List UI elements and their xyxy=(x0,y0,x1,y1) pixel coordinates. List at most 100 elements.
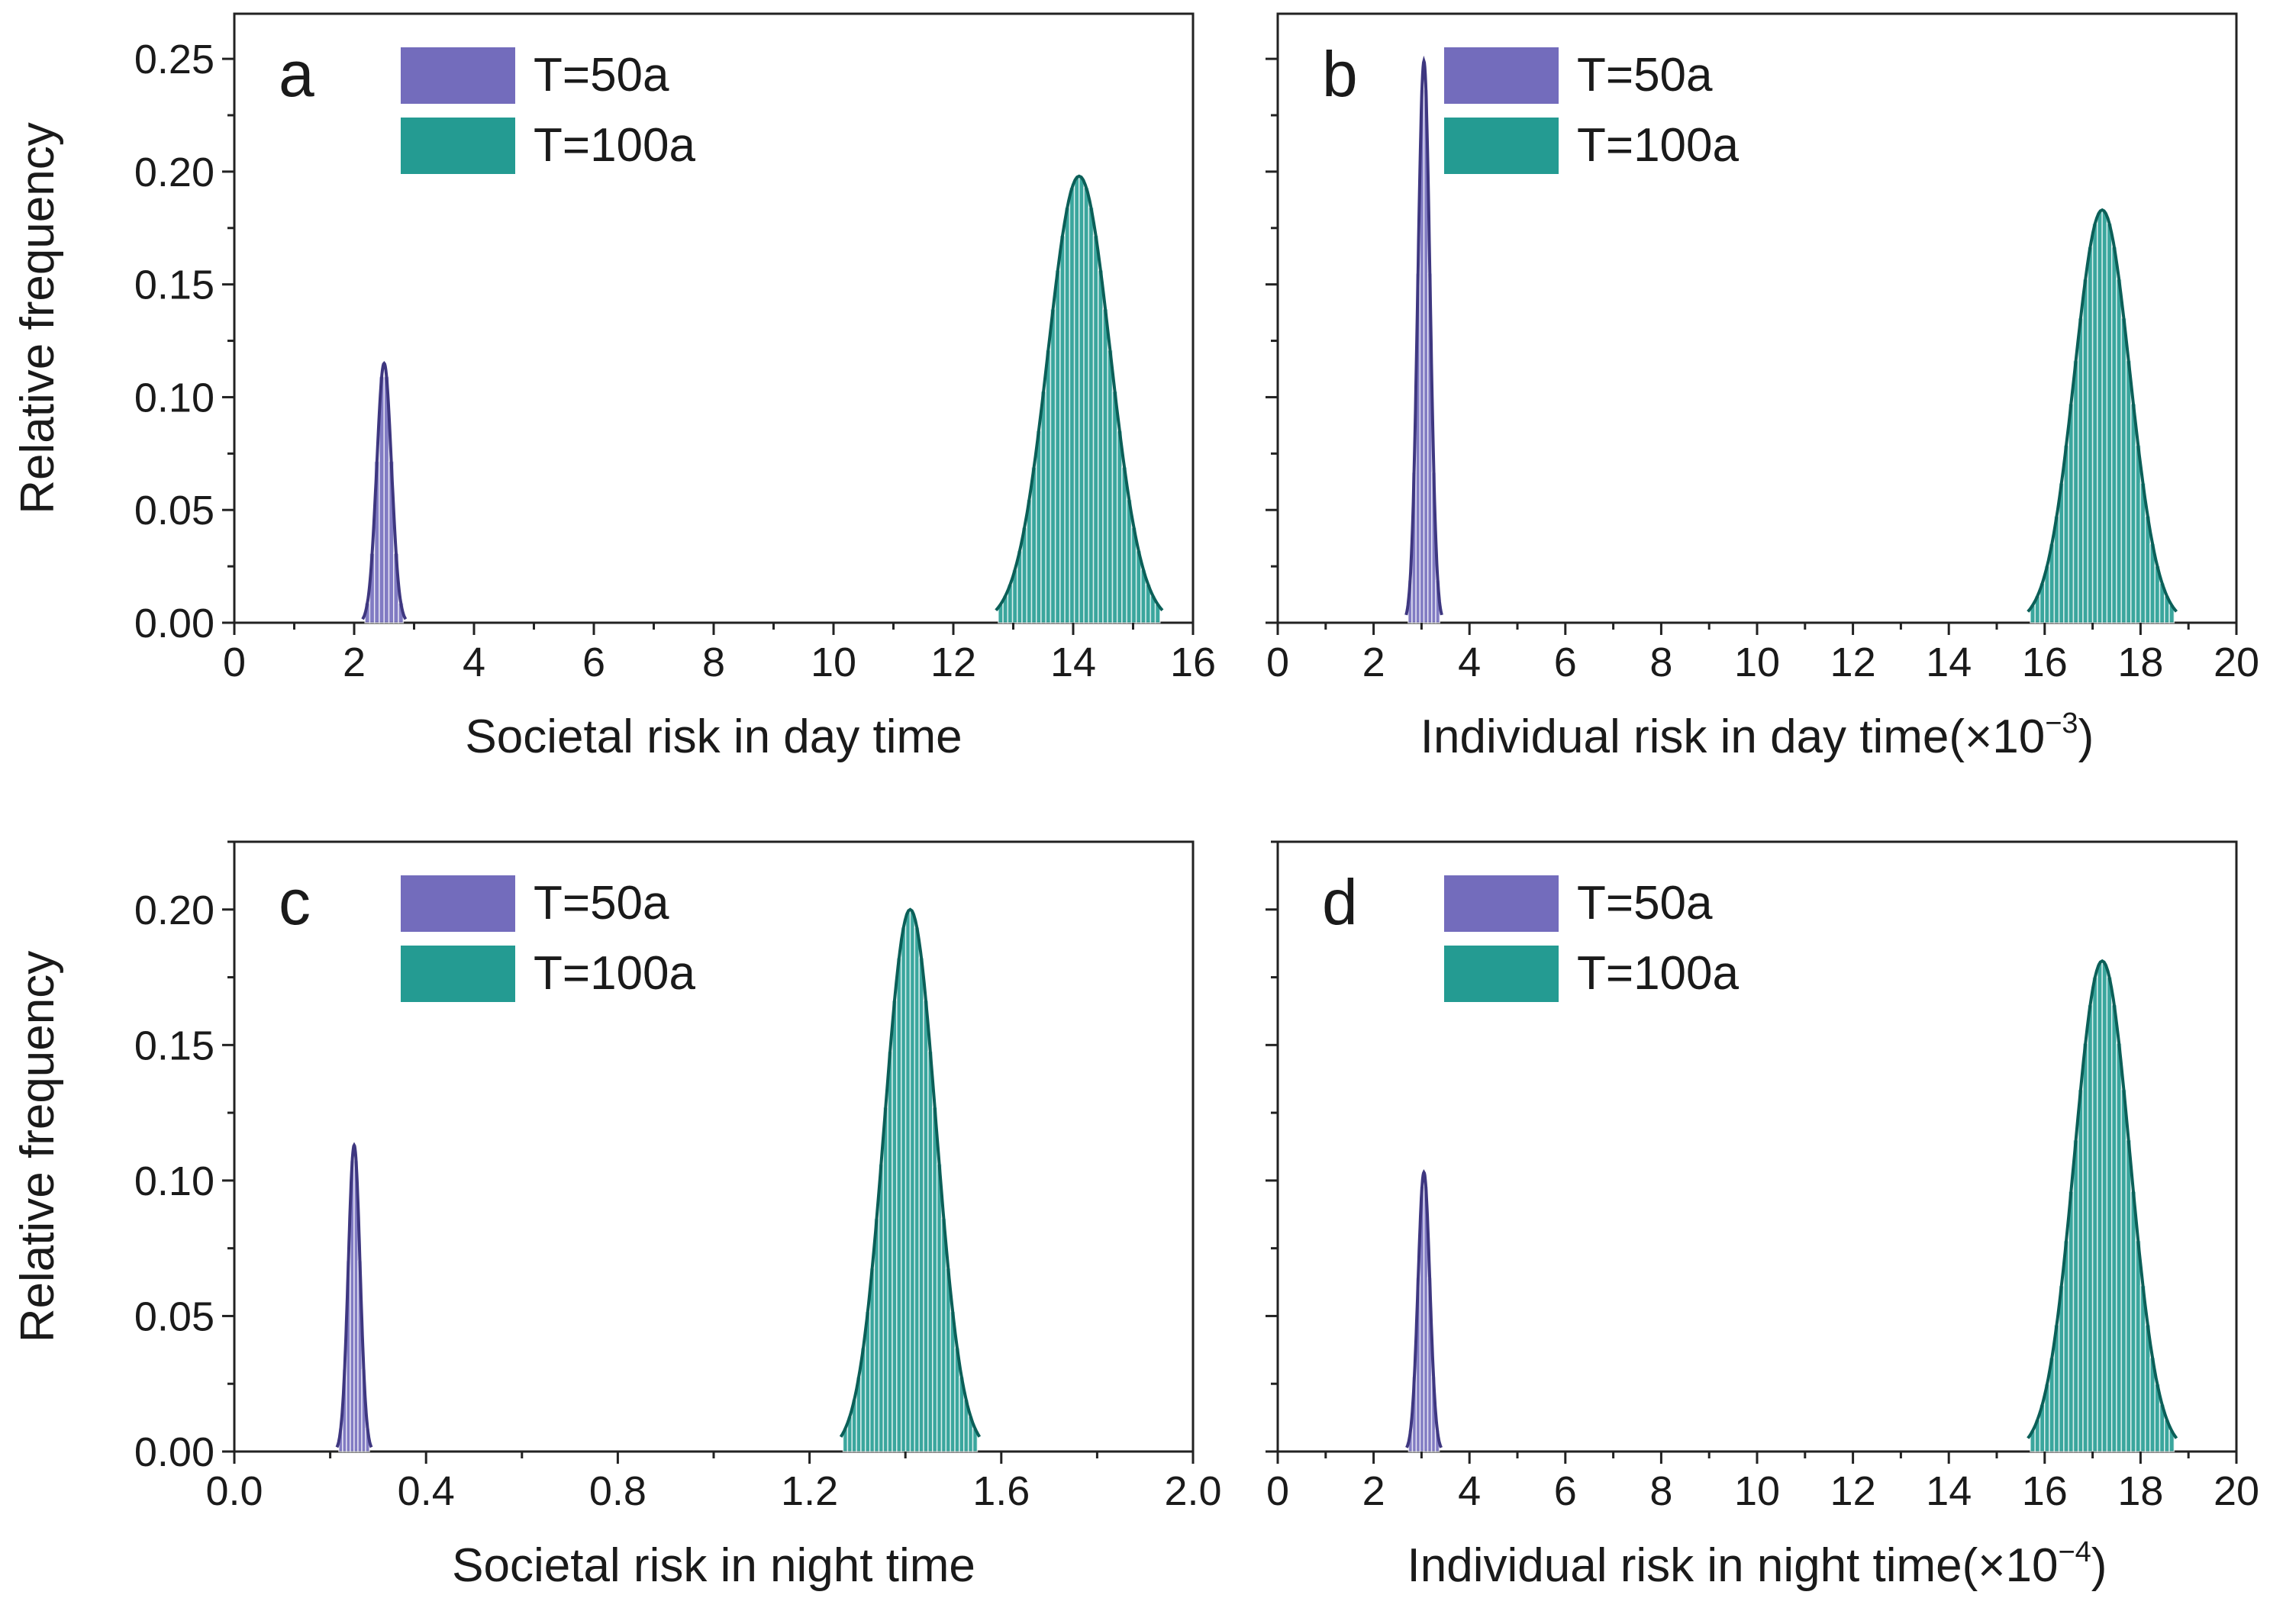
histogram-bar xyxy=(2110,1004,2117,1452)
histogram-bar xyxy=(2068,1191,2075,1452)
x-axis-title-suffix: ) xyxy=(2078,710,2094,763)
legend-label: T=100a xyxy=(1577,119,1740,172)
x-tick-label: 0.8 xyxy=(589,1468,646,1514)
histogram-bar xyxy=(923,1000,929,1452)
y-tick-label: 0.00 xyxy=(134,601,214,646)
x-axis-title: Societal risk in night time xyxy=(452,1539,975,1592)
x-tick-label: 0 xyxy=(1266,1468,1289,1514)
legend-label: T=50a xyxy=(534,877,669,930)
panel-c: 0.0 0.4 0.8 1.2 1.6 2.0 0.00 0.05 0.10 0.15 0.20 So… xyxy=(11,840,1222,1592)
series-T-100a xyxy=(995,174,1164,624)
histogram-bar xyxy=(2101,962,2108,1452)
series-T-50a xyxy=(1404,55,1443,624)
x-axis-title: Societal risk in day time xyxy=(465,710,962,763)
histogram-bar xyxy=(932,1107,938,1452)
x-tick-label: 12 xyxy=(1830,640,1876,685)
y-tick-label: 0.05 xyxy=(134,488,214,533)
panel-a: 0 2 4 6 8 10 12 14 16 0.00 0.05 0.10 0.15 0.20 0.25 Soc… xyxy=(11,12,1216,763)
histogram-bar xyxy=(2072,1139,2079,1452)
x-tick-label: 6 xyxy=(582,640,605,685)
histogram-bar xyxy=(2078,317,2084,624)
distribution-curve xyxy=(2027,208,2178,613)
histogram-bar xyxy=(882,1107,888,1452)
histogram-bar xyxy=(918,957,924,1452)
legend-label: T=50a xyxy=(1577,49,1713,102)
x-axis-title-text: Individual risk in day time(×10 xyxy=(1420,710,2045,763)
legend-swatch xyxy=(1444,118,1559,174)
histogram-bar xyxy=(1050,308,1056,624)
x-tick-label: 18 xyxy=(2117,1468,2163,1514)
histogram-bar xyxy=(1064,207,1071,624)
x-tick-label: 10 xyxy=(1734,1468,1780,1514)
histogram-bar xyxy=(1083,187,1090,624)
histogram-bar xyxy=(2072,359,2079,624)
histogram-bar xyxy=(2116,1042,2123,1452)
histogram-bar xyxy=(2120,1089,2127,1452)
histogram-bar xyxy=(1030,466,1037,624)
legend-label: T=50a xyxy=(1577,877,1713,930)
histogram-bar xyxy=(2087,246,2094,624)
x-tick-label: 18 xyxy=(2117,640,2163,685)
histogram-bar xyxy=(896,957,902,1452)
panel-label: d xyxy=(1322,866,1358,938)
histogram-bar xyxy=(2130,403,2136,624)
x-axis-title-exponent: −3 xyxy=(2045,707,2078,740)
x-axis-title-exponent: −4 xyxy=(2058,1536,2091,1568)
histogram-bar xyxy=(1054,269,1061,624)
x-tick-label: 14 xyxy=(1926,1468,1972,1514)
x-tick-label: 14 xyxy=(1926,640,1972,685)
x-axis-title-text: Societal risk in night time xyxy=(452,1539,975,1592)
histogram-bar xyxy=(2125,359,2132,624)
series-T-100a xyxy=(839,907,982,1452)
x-tick-label: 1.6 xyxy=(972,1468,1030,1514)
distribution-curve xyxy=(839,907,982,1438)
x-tick-label: 4 xyxy=(463,640,485,685)
histogram-bar xyxy=(2082,1042,2089,1452)
x-tick-label: 6 xyxy=(1554,1468,1577,1514)
histogram-bar xyxy=(2097,211,2103,624)
x-axis-title-text: Societal risk in day time xyxy=(465,710,962,763)
distribution-curve xyxy=(1405,1169,1443,1448)
histogram-bar xyxy=(1102,308,1109,624)
series-T-100a xyxy=(2027,959,2178,1452)
histogram-bar xyxy=(1059,235,1066,624)
histogram-bar xyxy=(1121,466,1127,624)
x-tick-label: 12 xyxy=(1830,1468,1876,1514)
panel-b: 0 2 4 6 8 10 12 14 16 18 20 Individual risk in day … xyxy=(1266,12,2259,763)
y-tick-label: 0.00 xyxy=(134,1429,214,1475)
histogram-bar xyxy=(2063,444,2069,624)
histogram-bar xyxy=(1040,391,1046,624)
x-tick-label: 6 xyxy=(1554,640,1577,685)
distribution-curve xyxy=(995,174,1164,612)
x-axis-title: Individual risk in day time(×10−3) xyxy=(1420,707,2094,763)
legend: T=50a T=100a xyxy=(1444,47,1740,174)
histogram-bar xyxy=(1107,350,1114,624)
series-T-50a xyxy=(335,1142,373,1452)
x-tick-label: 1.2 xyxy=(781,1468,838,1514)
histogram-bar xyxy=(909,910,916,1452)
histogram-bar xyxy=(927,1051,933,1452)
y-axis-title: Relative frequency xyxy=(11,951,64,1343)
histogram-bar xyxy=(1098,269,1104,624)
x-tick-label: 12 xyxy=(930,640,976,685)
x-tick-label: 20 xyxy=(2214,1468,2259,1514)
x-tick-label: 2 xyxy=(1362,1468,1385,1514)
histogram-bar xyxy=(892,1000,898,1452)
histogram-bar xyxy=(2101,211,2108,624)
histogram-bar xyxy=(2116,279,2123,624)
legend-label: T=100a xyxy=(534,119,696,172)
histogram-bar xyxy=(901,926,907,1452)
x-tick-label: 2 xyxy=(1362,640,1385,685)
plot-frame xyxy=(233,840,1195,1453)
legend-label: T=50a xyxy=(534,49,669,102)
histogram-bar xyxy=(2078,1089,2084,1452)
histogram-bar xyxy=(2082,279,2089,624)
x-tick-label: 10 xyxy=(811,640,856,685)
histogram-bar xyxy=(2125,1139,2132,1452)
histogram-bar xyxy=(2068,403,2075,624)
legend-swatch xyxy=(401,946,515,1002)
y-tick-label: 0.25 xyxy=(134,37,214,82)
y-tick-label: 0.15 xyxy=(134,1023,214,1068)
x-tick-label: 8 xyxy=(1649,1468,1672,1514)
